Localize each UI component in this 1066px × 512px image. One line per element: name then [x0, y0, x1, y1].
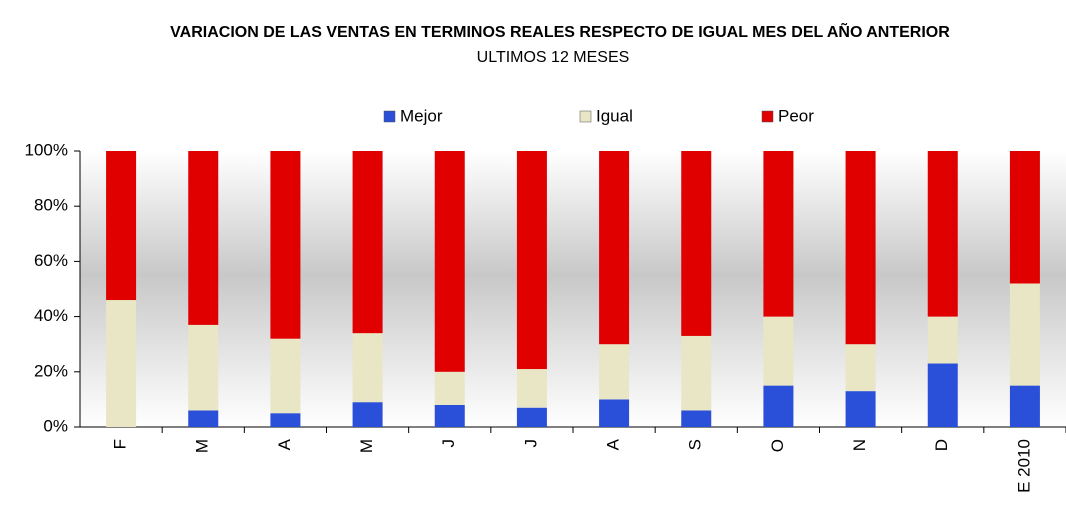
bar-segment [599, 399, 630, 427]
bar-segment [434, 371, 465, 405]
y-tick-label: 40% [34, 306, 68, 325]
legend-swatch [761, 110, 774, 123]
bar-segment [270, 338, 301, 414]
bar-segment [845, 391, 876, 427]
bar-segment [763, 151, 794, 317]
bar-segment [681, 410, 712, 427]
x-tick-label: S [686, 439, 705, 450]
plot-area [80, 151, 1066, 427]
bar-segment [352, 151, 383, 334]
bar-segment [106, 151, 137, 301]
bar-segment [681, 151, 712, 336]
legend-swatch [579, 110, 592, 123]
bar-segment [927, 316, 958, 364]
bar-segment [516, 407, 547, 427]
x-tick-label: F [111, 439, 130, 449]
chart-subtitle: ULTIMOS 12 MESES [477, 49, 630, 66]
bar-segment [434, 151, 465, 372]
legend-label: Peor [778, 106, 814, 125]
bar-segment [845, 151, 876, 345]
legend-label: Igual [596, 106, 633, 125]
bar-segment [763, 385, 794, 427]
x-tick-label: D [932, 439, 951, 451]
x-tick-label: N [850, 439, 869, 451]
bar-segment [1009, 151, 1040, 284]
bar-segment [516, 151, 547, 370]
bar-segment [927, 363, 958, 427]
bar-segment [270, 151, 301, 339]
chart-title: VARIACION DE LAS VENTAS EN TERMINOS REAL… [170, 21, 950, 41]
bar-segment [188, 324, 219, 411]
y-tick-label: 20% [34, 361, 68, 380]
bar-segment [106, 300, 137, 427]
bar-segment [599, 151, 630, 345]
bar-segment [927, 151, 958, 317]
x-tick-label: M [357, 439, 376, 453]
bar-segment [434, 404, 465, 427]
bar-segment [352, 333, 383, 403]
bar-segment [270, 413, 301, 427]
x-tick-label: E 2010 [1014, 439, 1033, 493]
bar-segment [763, 316, 794, 386]
bar-segment [845, 344, 876, 392]
bar-segment [1009, 385, 1040, 427]
y-tick-label: 60% [34, 251, 68, 270]
x-tick-label: J [439, 439, 458, 448]
bar-segment [352, 402, 383, 427]
x-tick-label: A [604, 438, 623, 450]
bar-segment [681, 335, 712, 411]
bar-segment [516, 369, 547, 408]
bar-segment [188, 410, 219, 427]
x-tick-label: A [275, 438, 294, 450]
y-tick-label: 100% [25, 140, 68, 159]
x-tick-label: J [521, 439, 540, 448]
bar-segment [1009, 283, 1040, 386]
legend-swatch [383, 110, 396, 123]
x-tick-label: O [768, 439, 787, 452]
bar-segment [188, 151, 219, 325]
bar-segment [599, 344, 630, 400]
y-tick-label: 80% [34, 196, 68, 215]
x-tick-label: M [193, 439, 212, 453]
legend-label: Mejor [400, 106, 443, 125]
y-tick-label: 0% [43, 416, 68, 435]
